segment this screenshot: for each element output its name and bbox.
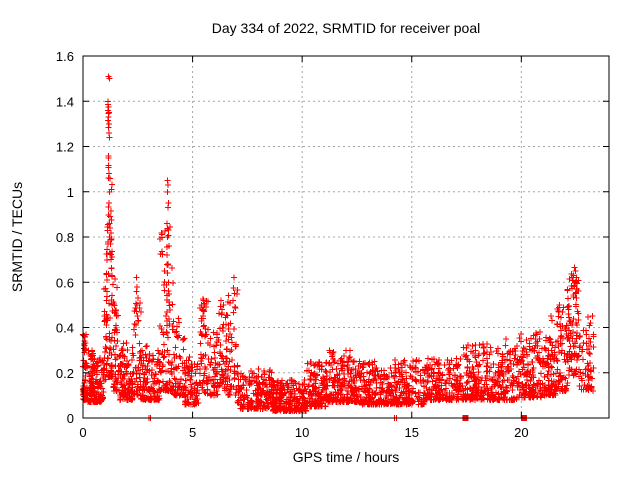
y-axis-label: SRMTID / TECUs [9,182,25,292]
y-tick-label: 0 [67,411,74,426]
y-tick-label: 1 [67,185,74,200]
x-tick-label: 10 [295,425,309,440]
y-tick-label: 0.6 [56,275,74,290]
y-tick-label: 1.6 [56,49,74,64]
x-tick-label: 5 [189,425,196,440]
x-axis-label: GPS time / hours [293,449,400,465]
y-tick-label: 0.2 [56,366,74,381]
y-tick-label: 1.4 [56,94,74,109]
chart-title: Day 334 of 2022, SRMTID for receiver poa… [212,20,480,36]
y-tick-label: 1.2 [56,140,74,155]
axes-and-ticks: 0 5 10 15 20 0 0.2 0.4 0.6 0.8 1 1.2 1.4 1.6 [56,49,610,440]
x-tick-label: 0 [79,425,86,440]
x-tick-label: 15 [405,425,419,440]
x-tick-label: 20 [514,425,528,440]
y-tick-label: 0.8 [56,230,74,245]
scatter-points [80,73,597,421]
y-tick-label: 0.4 [56,321,74,336]
scatter-points-layer [80,73,597,421]
